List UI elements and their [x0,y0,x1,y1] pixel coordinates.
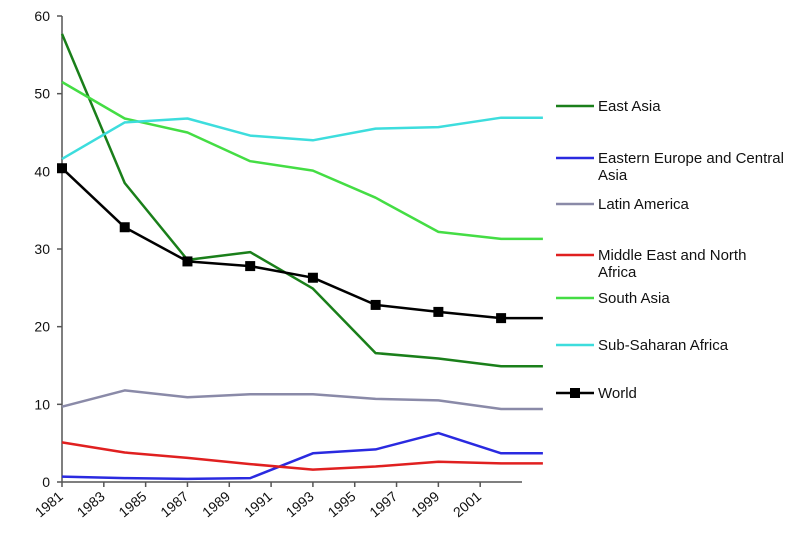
x-axis-ticks: 1981 1983 1985 1987 1989 1991 1993 1995 1997 1999… [32,482,484,520]
series-line-east-asia [60,33,543,368]
legend-label-latin-america: Latin America [598,196,690,213]
axes-group [61,16,522,483]
data-point-world [182,256,193,267]
legend-label-sub-saharan-africa: Sub-Saharan Africa [598,337,729,354]
legend-label-eastern-europe-and-central-asia: Eastern Europe and Central Asia [598,150,784,184]
x-tick-label: 2001 [450,488,484,520]
x-tick-label: 1999 [408,488,442,520]
series-lines [60,33,543,481]
legend-label-south-asia: South Asia [598,290,670,307]
y-tick-label: 20 [34,319,50,335]
legend-marker-world [570,388,580,398]
x-tick-label: 1983 [74,488,108,520]
series-line-south-asia [61,80,543,241]
x-tick-label: 1995 [325,488,359,520]
series-line-world [61,167,543,320]
data-point-world [496,313,507,324]
series-line-sub-saharan-africa [61,116,543,160]
series-line-middle-east-and-north-africa [61,441,543,471]
legend: East Asia Eastern Europe and Central Asia L… [556,98,784,402]
data-point-world [433,306,444,317]
y-tick-label: 50 [34,86,50,102]
data-point-world [57,163,67,174]
series-line-latin-america [61,389,543,411]
y-tick-label: 30 [34,241,50,257]
data-point-world [119,222,130,233]
y-tick-label: 60 [34,8,50,24]
legend-label-east-asia: East Asia [598,98,661,115]
legend-label-middle-east-and-north-africa: Middle East and North Africa [598,247,746,281]
y-tick-label: 0 [42,474,50,490]
data-point-world [370,299,381,310]
x-tick-label: 1993 [283,488,317,520]
data-point-world [245,261,256,272]
x-tick-label: 1997 [366,488,400,520]
x-tick-label: 1985 [115,488,149,520]
y-tick-label: 40 [34,163,50,179]
series-line-eastern-europe-and-central-asia [61,431,543,481]
x-tick-label: 1981 [32,488,66,520]
x-tick-label: 1989 [199,488,233,520]
series-markers [57,163,507,324]
legend-label-world: World [598,385,637,402]
y-tick-label: 10 [34,396,50,412]
y-axis-ticks: 0 10 20 30 40 50 60 [34,8,62,490]
x-tick-label: 1991 [241,488,275,520]
x-tick-label: 1987 [157,488,191,520]
data-point-world [307,272,318,283]
